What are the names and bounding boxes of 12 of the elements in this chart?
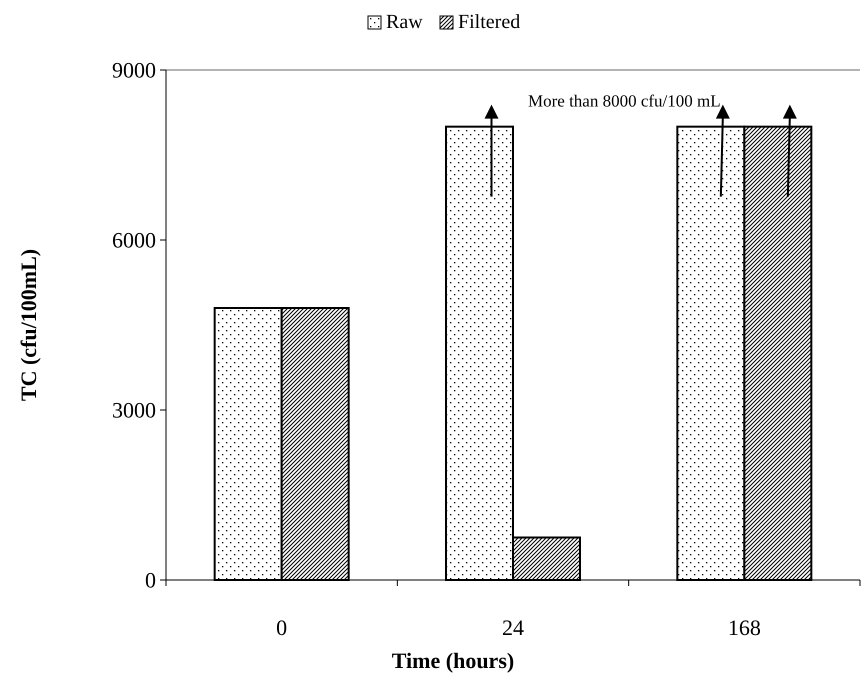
- legend-label: Raw: [386, 11, 424, 33]
- x-axis-title: Time (hours): [392, 648, 514, 673]
- x-tick-label: 0: [276, 615, 288, 640]
- y-tick-label: 6000: [112, 228, 156, 253]
- x-tick-label: 168: [728, 615, 761, 640]
- annotation: More than 8000 cfu/100 mL: [528, 92, 721, 111]
- y-axis-title: TC (cfu/100mL): [16, 248, 41, 402]
- y-tick-label: 9000: [112, 58, 156, 83]
- y-tick-label: 3000: [112, 398, 156, 423]
- x-tick-label: 24: [502, 615, 524, 640]
- y-tick-label: 0: [145, 568, 156, 593]
- legend-label: Filtered: [458, 11, 520, 33]
